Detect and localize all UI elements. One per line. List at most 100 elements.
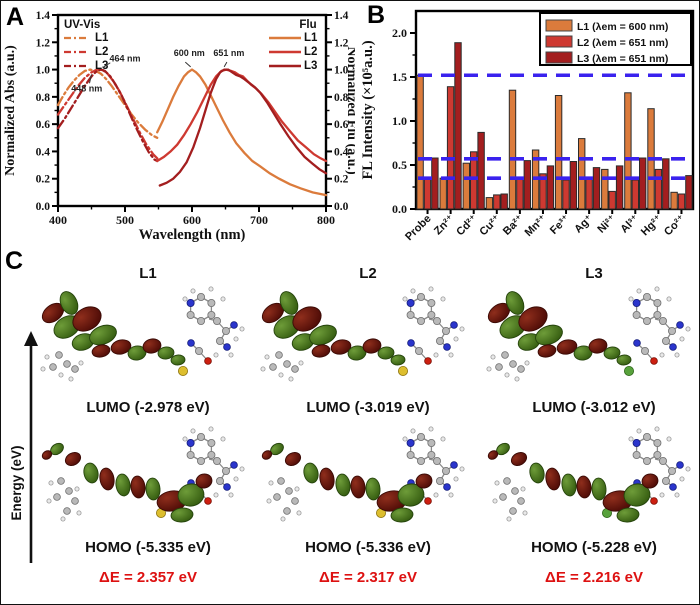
svg-text:1.0: 1.0 xyxy=(36,65,51,77)
svg-text:Hg²⁺: Hg²⁺ xyxy=(639,213,665,239)
svg-text:0.0: 0.0 xyxy=(36,201,51,213)
svg-text:Zn²⁺: Zn²⁺ xyxy=(432,213,457,238)
svg-text:1.4: 1.4 xyxy=(36,10,51,22)
svg-text:L1 (λem = 600 nm): L1 (λem = 600 nm) xyxy=(577,21,668,33)
svg-text:L2 (λem = 651 nm): L2 (λem = 651 nm) xyxy=(577,37,668,49)
bar-Ni²⁺-L3 xyxy=(615,165,624,210)
l2-column: L2 LUMO (-3.019 eV) HOMO (-5.336 eV) ΔE … xyxy=(253,265,483,586)
l1-column: L1 LUMO (-2.978 eV) HOMO (-5.335 eV) ΔE … xyxy=(33,265,263,586)
l3-delta-e-label: ΔE = 2.216 eV xyxy=(545,569,643,586)
bar-Hg²⁺-L2 xyxy=(654,168,663,210)
annotation-651-nm: 651 nm xyxy=(213,48,244,68)
l2-homo-orbital-image xyxy=(261,426,465,523)
l1-delta-e-label: ΔE = 2.357 eV xyxy=(99,569,197,586)
svg-text:600: 600 xyxy=(183,213,201,227)
svg-text:448 nm: 448 nm xyxy=(71,83,102,93)
bar-Co²⁺-L3 xyxy=(685,175,693,210)
l3-lumo-orbital-image xyxy=(486,286,691,382)
legend: L1 (λem = 600 nm) L2 (λem = 651 nm) L3 (λe… xyxy=(539,12,692,66)
bar-Probe-L3 xyxy=(431,157,439,210)
panel-b-label: B xyxy=(367,1,386,29)
svg-text:1.2: 1.2 xyxy=(334,37,349,49)
svg-text:400: 400 xyxy=(49,213,67,227)
svg-text:0.0: 0.0 xyxy=(392,202,407,216)
bar-Cu²⁺-L2 xyxy=(493,194,501,210)
bar-Al³⁺-L2 xyxy=(631,179,640,210)
svg-text:0.8: 0.8 xyxy=(36,92,51,104)
svg-text:1.0: 1.0 xyxy=(334,65,349,77)
svg-text:Normalized Abs (a.u.): Normalized Abs (a.u.) xyxy=(3,45,18,176)
bar-Ag⁺-L3 xyxy=(592,167,601,210)
bar-Hg²⁺-L3 xyxy=(662,158,670,210)
l3-lumo-label: LUMO (-3.012 eV) xyxy=(532,399,656,416)
bar-Zn²⁺-L2 xyxy=(446,86,455,210)
l2-lumo-label: LUMO (-3.019 eV) xyxy=(306,399,430,416)
l2-lumo-orbital-image xyxy=(260,286,465,382)
l2-header: L2 xyxy=(359,265,377,282)
svg-text:0.4: 0.4 xyxy=(36,146,51,158)
bar-Ag⁺-L1 xyxy=(578,138,586,210)
panel-c: C Energy (eV) L1 LUMO (-2.978 eV) HOMO (… xyxy=(1,243,699,604)
svg-text:L2: L2 xyxy=(304,46,317,58)
bar-Cd²⁺-L2 xyxy=(470,151,478,210)
bar-Mn²⁺-L2 xyxy=(539,173,547,210)
l1-homo-orbital-image xyxy=(41,426,245,523)
l3-homo-orbital-image xyxy=(487,426,691,523)
bar-Co²⁺-L2 xyxy=(677,193,686,210)
bar-Al³⁺-L1 xyxy=(624,92,632,210)
svg-text:Wavelength (nm): Wavelength (nm) xyxy=(139,227,246,243)
bar-Mn²⁺-L3 xyxy=(546,165,555,210)
svg-text:0.2: 0.2 xyxy=(36,174,51,186)
svg-text:Probe: Probe xyxy=(403,213,434,243)
series-uv-vis-l3 xyxy=(56,68,159,163)
svg-text:FL Intensity (×10⁵a.u.): FL Intensity (×10⁵a.u.) xyxy=(360,40,376,179)
series-uv-vis-l1 xyxy=(56,68,159,139)
bar-Fe³⁺-L2 xyxy=(562,179,570,210)
svg-text:0.8: 0.8 xyxy=(334,92,349,104)
svg-text:1.0: 1.0 xyxy=(392,114,407,128)
bar-Cu²⁺-L1 xyxy=(485,197,494,210)
svg-text:L3: L3 xyxy=(95,60,108,72)
svg-text:Ba²⁺: Ba²⁺ xyxy=(501,212,526,237)
svg-text:0.4: 0.4 xyxy=(334,146,349,158)
svg-text:1.5: 1.5 xyxy=(392,70,407,84)
svg-text:Ni²⁺: Ni²⁺ xyxy=(595,213,618,236)
bar-Ni²⁺-L2 xyxy=(608,190,616,210)
bar-Co²⁺-L1 xyxy=(670,191,678,210)
series-flu-l3 xyxy=(158,68,328,187)
svg-text:464 nm: 464 nm xyxy=(109,53,140,63)
bar-Cd²⁺-L3 xyxy=(477,131,485,210)
svg-text:L2: L2 xyxy=(95,46,108,58)
svg-text:UV-Vis: UV-Vis xyxy=(64,19,100,31)
panel-a: A 400 500 600 700 800 0.0 0.0 0.2 0.2 0.4 0.4 0.6 0.… xyxy=(1,1,359,243)
svg-text:600 nm: 600 nm xyxy=(174,48,205,58)
fl-intensity-bar-chart: 0.0 0.5 1.0 1.5 2.0 FL Intensity (×10⁵a.u.) Pr… xyxy=(360,9,695,243)
l3-column: L3 LUMO (-3.012 eV) HOMO (-5.228 eV) ΔE … xyxy=(479,265,699,586)
series-flu-l2 xyxy=(156,68,328,163)
bar-Zn²⁺-L1 xyxy=(439,177,447,210)
energy-axis-arrow xyxy=(24,331,38,563)
bar-Fe³⁺-L3 xyxy=(569,161,578,210)
l1-lumo-label: LUMO (-2.978 eV) xyxy=(86,399,210,416)
bar-Ba²⁺-L3 xyxy=(523,160,532,210)
panel-a-label: A xyxy=(6,3,25,31)
svg-text:Al³⁺: Al³⁺ xyxy=(618,213,641,236)
panel-b: B 0.0 0.5 1.0 1.5 2.0 FL Intensity (×10⁵a.u.)… xyxy=(355,1,699,243)
svg-text:L3 (λem = 651 nm): L3 (λem = 651 nm) xyxy=(577,53,668,65)
svg-text:1.2: 1.2 xyxy=(36,37,51,49)
bar-Ba²⁺-L1 xyxy=(508,89,517,210)
svg-text:2.0: 2.0 xyxy=(392,26,407,40)
l3-header: L3 xyxy=(585,265,603,282)
svg-text:Mn²⁺: Mn²⁺ xyxy=(523,213,550,240)
series-flu-l1 xyxy=(156,68,328,197)
bar-Ag⁺-L2 xyxy=(585,177,593,210)
svg-text:0.6: 0.6 xyxy=(334,119,349,131)
l1-homo-label: HOMO (-5.335 eV) xyxy=(85,539,211,556)
svg-text:0.2: 0.2 xyxy=(334,174,349,186)
bars xyxy=(416,42,693,210)
svg-text:Cu²⁺: Cu²⁺ xyxy=(477,213,503,239)
